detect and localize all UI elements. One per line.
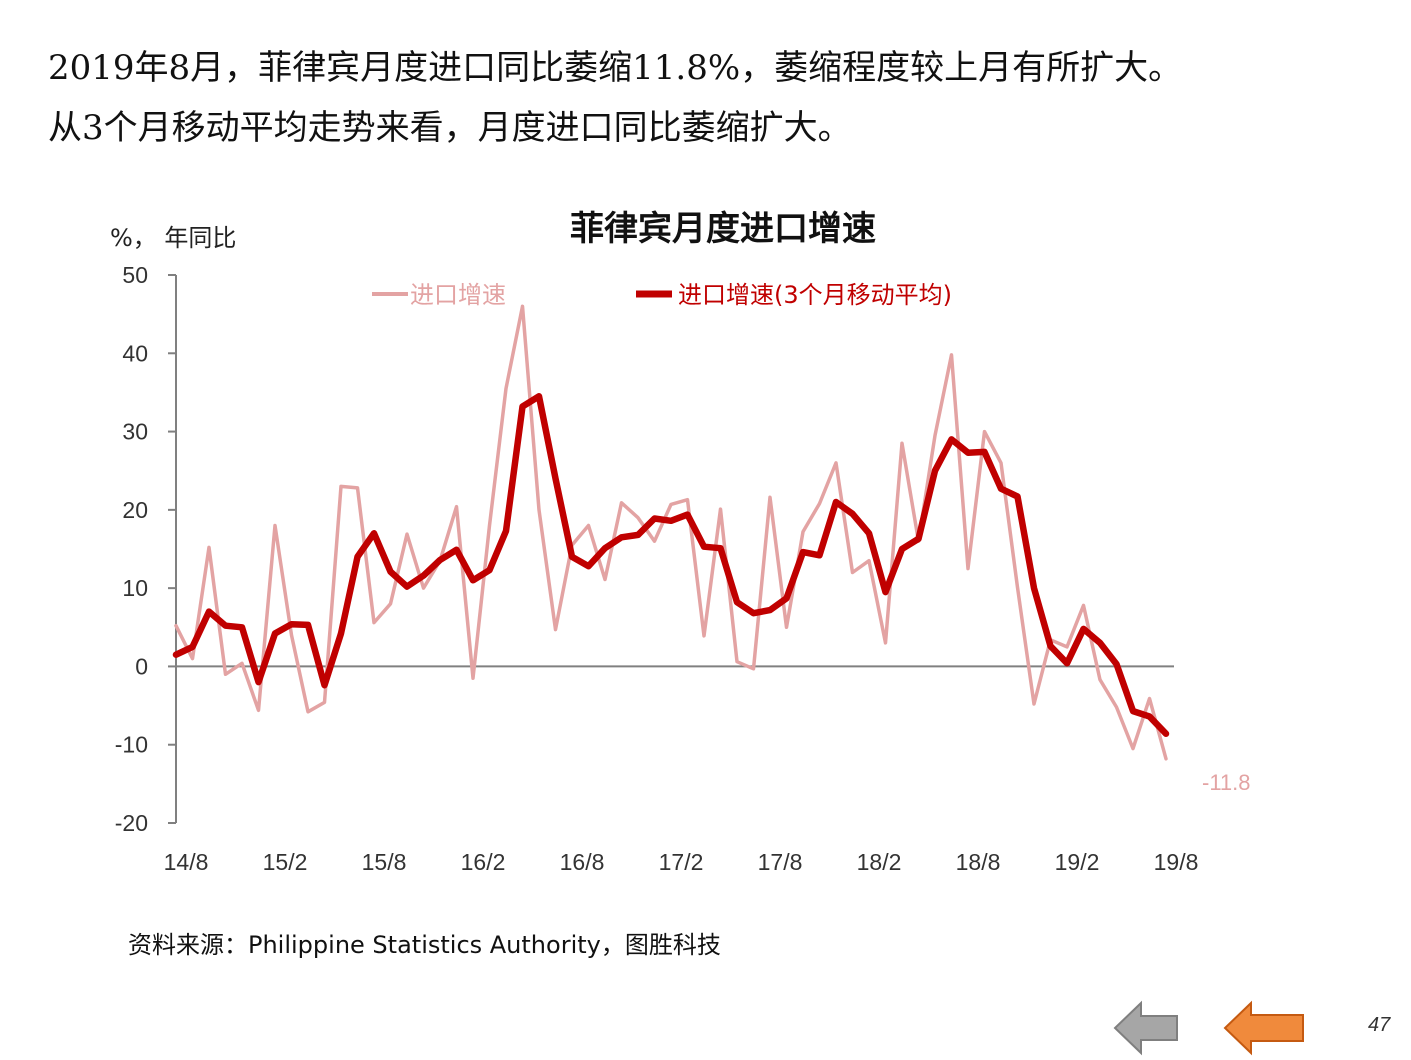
orange-left-arrow-icon [1223, 1000, 1305, 1056]
end-value-label: -11.8 [1202, 770, 1251, 795]
import-growth-chart: 菲律宾月度进口增速 %， 年同比 50 40 30 20 10 0 -10 -20 14/8 15… [0, 190, 1411, 910]
headline: 2019年8月，菲律宾月度进口同比萎缩11.8%，萎缩程度较上月有所扩大。 从3… [48, 38, 1378, 158]
chart-legend: 进口增速 进口增速(3个月移动平均) [372, 281, 952, 309]
legend-label-moving-average: 进口增速(3个月移动平均) [678, 281, 952, 309]
x-tick-label: 18/2 [857, 849, 902, 875]
legend-label-monthly: 进口增速 [410, 281, 506, 309]
y-tick-label: -10 [115, 732, 148, 758]
chart-axes: 50 40 30 20 10 0 -10 -20 14/8 15/2 15/8 16/2 16/8 17/… [115, 262, 1199, 875]
series-line-moving-average [176, 396, 1166, 734]
series-line-monthly [176, 306, 1166, 759]
headline-line-1: 2019年8月，菲律宾月度进口同比萎缩11.8%，萎缩程度较上月有所扩大。 [48, 38, 1378, 98]
x-tick-label: 15/2 [263, 849, 308, 875]
headline-line-2: 从3个月移动平均走势来看，月度进口同比萎缩扩大。 [48, 98, 1378, 158]
source-note: 资料来源：Philippine Statistics Authority，图胜科… [128, 925, 721, 960]
x-tick-label: 16/2 [461, 849, 506, 875]
y-axis-unit-label: %， 年同比 [110, 224, 236, 252]
y-tick-label: 50 [122, 262, 148, 288]
y-tick-label: 0 [135, 653, 148, 679]
y-tick-label: 30 [122, 419, 148, 445]
x-tick-label: 17/2 [659, 849, 704, 875]
previous-button[interactable] [1223, 1000, 1289, 1056]
back-button[interactable] [1113, 1000, 1179, 1056]
y-tick-label: -20 [115, 810, 148, 836]
gray-left-arrow-icon [1113, 1000, 1179, 1056]
x-tick-label: 18/8 [956, 849, 1001, 875]
y-tick-label: 20 [122, 497, 148, 523]
page-number: 47 [1368, 1014, 1390, 1037]
x-tick-label: 19/2 [1055, 849, 1100, 875]
y-tick-label: 40 [122, 340, 148, 366]
x-tick-label: 17/8 [758, 849, 803, 875]
x-tick-label: 15/8 [362, 849, 407, 875]
chart-title: 菲律宾月度进口增速 [570, 209, 876, 249]
series-layer [176, 306, 1166, 759]
y-tick-label: 10 [122, 575, 148, 601]
x-tick-label: 16/8 [560, 849, 605, 875]
x-tick-label: 19/8 [1154, 849, 1199, 875]
x-tick-label: 14/8 [164, 849, 209, 875]
